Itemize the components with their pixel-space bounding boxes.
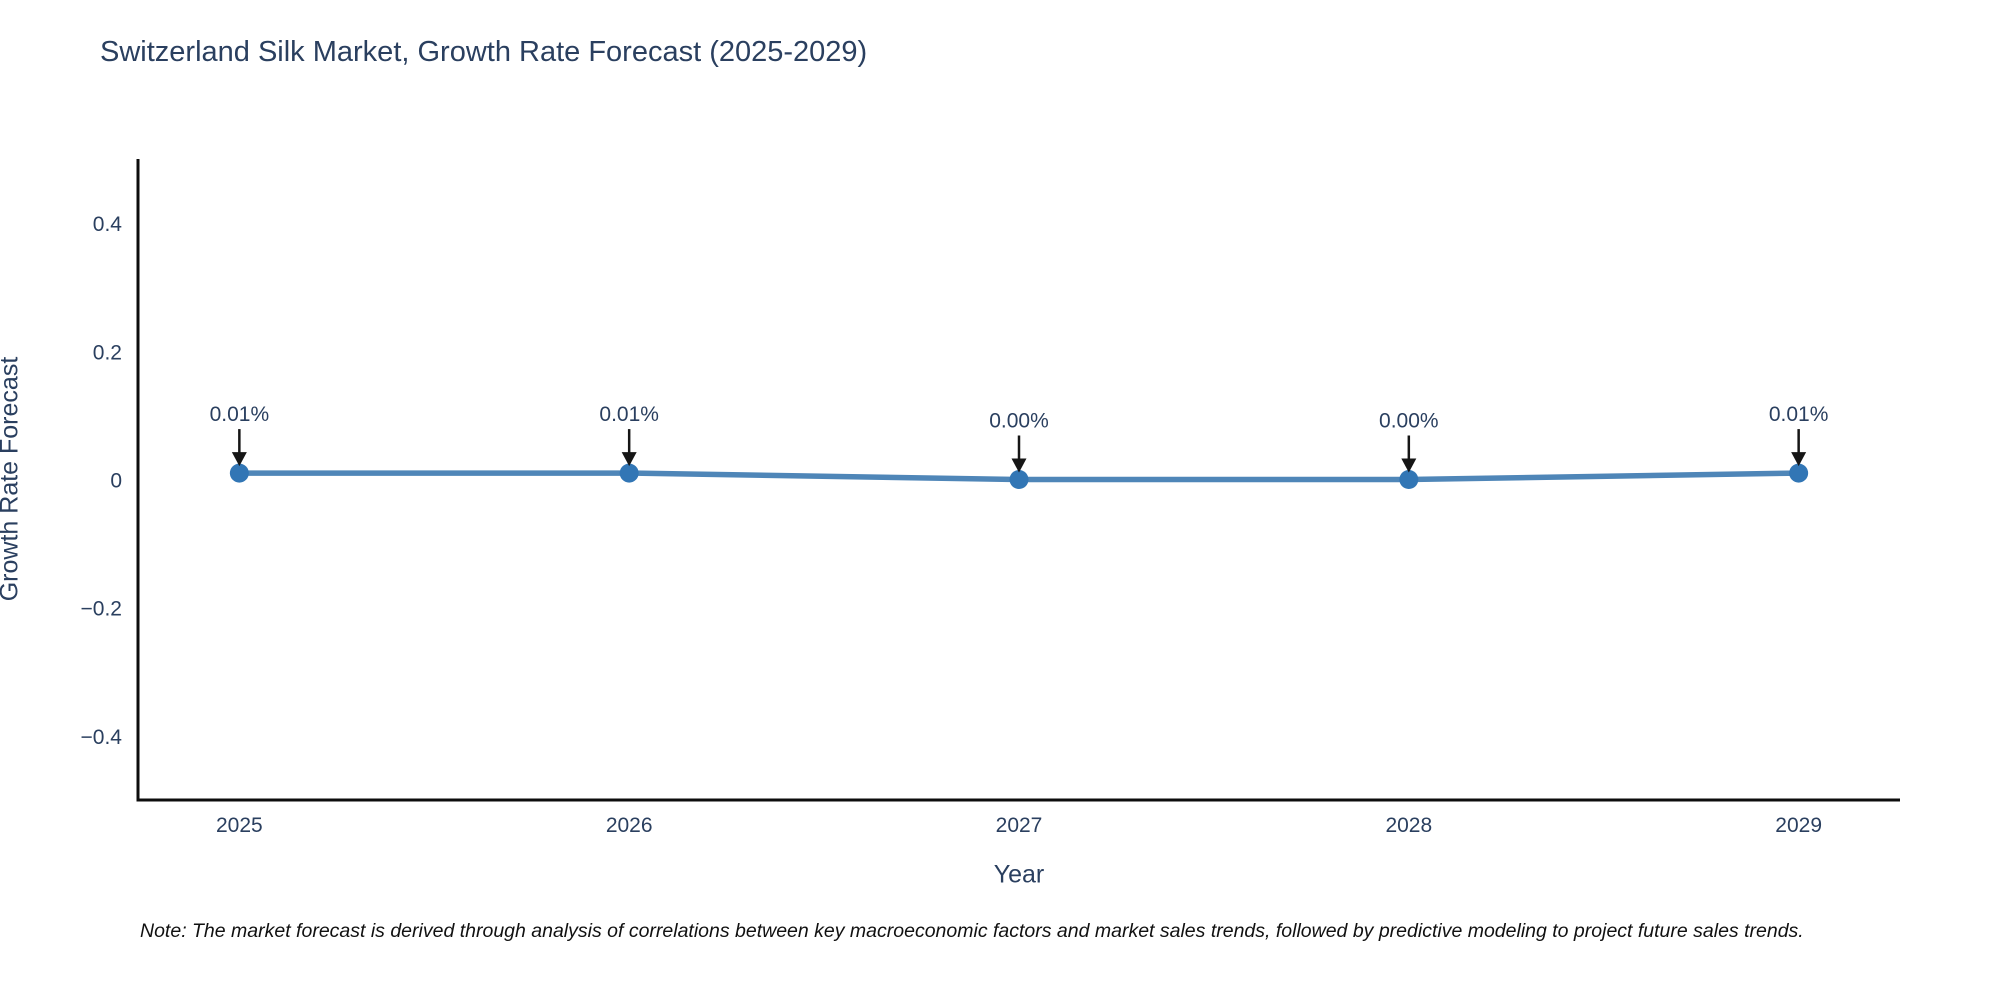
data-point-annotation: 0.00%: [989, 410, 1049, 433]
data-point-annotation: 0.01%: [210, 403, 270, 426]
annotation-arrow-head: [1401, 458, 1417, 473]
x-tick-label: 2027: [996, 814, 1043, 837]
data-point-marker: [1009, 470, 1029, 489]
x-axis-title: Year: [993, 860, 1045, 889]
annotation-arrow-head: [231, 452, 247, 467]
x-tick-label: 2026: [606, 814, 653, 837]
y-tick-label: 0: [110, 470, 122, 493]
data-point-annotation: 0.00%: [1379, 410, 1439, 433]
x-tick-label: 2029: [1775, 814, 1822, 837]
y-tick-label: 0.2: [93, 341, 122, 364]
y-axis-title: Growth Rate Forecast: [0, 356, 24, 602]
data-point-marker: [1789, 463, 1809, 483]
y-tick-label: 0.4: [93, 213, 123, 236]
chart-title: Switzerland Silk Market, Growth Rate For…: [100, 36, 868, 68]
data-point-annotation: 0.01%: [599, 403, 659, 426]
x-tick-label: 2028: [1385, 814, 1432, 837]
x-tick-label: 2025: [216, 814, 263, 837]
annotation-arrow-head: [1011, 458, 1027, 473]
y-tick-label: −0.2: [81, 598, 122, 621]
data-point-annotation: 0.01%: [1769, 403, 1829, 426]
annotation-arrow-head: [621, 452, 637, 467]
data-point-marker: [229, 463, 249, 483]
annotation-arrow-head: [1791, 452, 1807, 467]
data-point-marker: [1399, 470, 1419, 489]
footnote: Note: The market forecast is derived thr…: [140, 920, 1804, 942]
data-point-marker: [619, 463, 639, 483]
y-tick-label: −0.4: [81, 726, 123, 749]
